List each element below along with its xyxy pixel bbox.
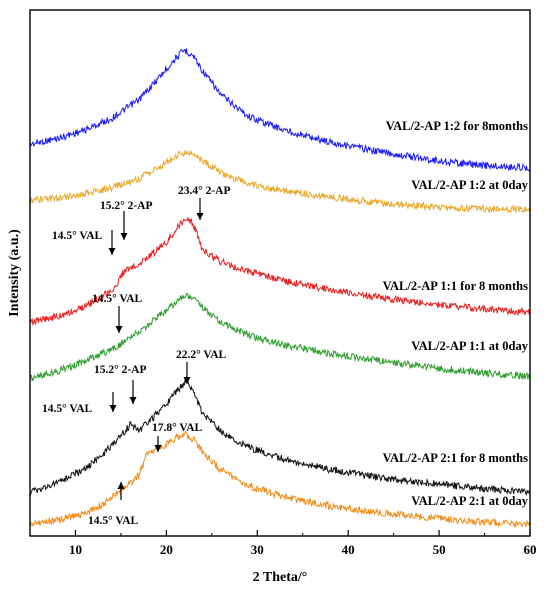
x-tick-label: 40 [342,542,355,557]
x-axis: 10 20 30 40 50 60 [69,530,537,557]
annotation-arrowhead [129,397,137,404]
y-axis-title: Intensity (a.u.) [7,229,22,317]
annotation-arrowhead [109,405,117,412]
series-label-1: VAL/2-AP 1:2 for 8months [386,119,528,133]
plot-area [29,48,531,529]
annotation-label: 23.4° 2-AP [178,185,231,197]
annotation-label: 17.8° VAL [152,422,203,434]
series-line-5 [29,376,531,497]
x-tick-label: 30 [251,542,264,557]
series-label-3: VAL/2-AP 1:1 for 8 months [383,279,529,293]
annotation-arrowhead [196,213,204,220]
annotation-arrowhead [115,326,123,333]
annotation-8: 17.8° VAL [152,422,203,452]
annotation-label: 14.5° VAL [88,515,139,527]
x-tick-label: 50 [433,542,446,557]
x-tick-label: 10 [69,542,82,557]
x-tick-label: 20 [160,542,173,557]
series-label-2: VAL/2-AP 1:2 at 0day [411,178,529,192]
annotation-label: 14.5° VAL [42,403,93,415]
series-line-1 [29,48,531,172]
annotation-label: 15.2° 2-AP [94,364,147,376]
annotation-arrowhead [117,482,125,489]
series-label-4: VAL/2-AP 1:1 at 0day [411,339,529,353]
annotation-5: 15.2° 2-AP [94,364,147,404]
series-line-3 [29,217,531,327]
annotation-arrowhead [108,248,116,255]
annotation-arrowhead [120,233,128,240]
series-line-2 [29,149,531,214]
annotation-label: 22.2° VAL [176,349,227,361]
annotation-arrowhead [183,377,191,384]
annotation-6: 22.2° VAL [176,349,227,384]
annotation-label: 14.5° VAL [52,230,103,242]
x-axis-title: 2 Theta/° [253,570,308,585]
series-label-5: VAL/2-AP 2:1 for 8 months [383,451,529,465]
annotation-label: 14.5° VAL [92,293,143,305]
peak-annotations: 15.2° 2-AP 23.4° 2-AP 14.5° VAL 14.5° VAL 15… [42,185,231,527]
series-line-4 [29,292,531,382]
annotation-arrowhead [154,445,162,452]
series-labels: VAL/2-AP 1:2 for 8months VAL/2-AP 1:2 at … [383,119,529,508]
annotation-9: 14.5° VAL [88,482,139,527]
annotation-1: 15.2° 2-AP [100,200,153,240]
series-label-6: VAL/2-AP 2:1 at 0day [411,494,529,508]
x-tick-label: 60 [524,542,537,557]
plot-frame [29,9,531,537]
series-line-6 [29,430,531,529]
annotation-4: 14.5° VAL [92,293,143,333]
annotation-label: 15.2° 2-AP [100,200,153,212]
annotation-2: 23.4° 2-AP [178,185,231,220]
annotation-7: 14.5° VAL [42,392,117,415]
annotation-3: 14.5° VAL [52,230,116,255]
